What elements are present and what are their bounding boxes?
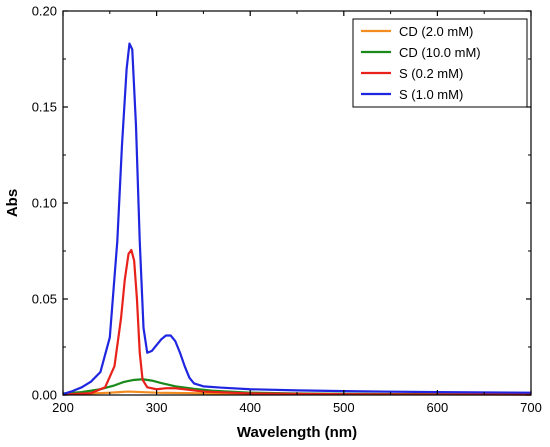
series-line-4: [62, 42, 532, 396]
legend-box: [352, 18, 528, 108]
x-tick-label: 500: [333, 400, 355, 415]
legend-label: S (1.0 mM): [399, 87, 463, 102]
y-tick-label: 0.10: [32, 196, 57, 211]
series-line-3: [62, 248, 532, 396]
y-tick-label: 0.15: [32, 100, 57, 115]
legend-label: CD (2.0 mM): [399, 24, 473, 39]
legend-label: CD (10.0 mM): [399, 45, 481, 60]
legend: CD (2.0 mM) CD (10.0 mM) S (0.2 mM) S (1.0 …: [352, 18, 528, 108]
x-tick-label: 200: [52, 400, 74, 415]
series-layer: [62, 42, 532, 396]
y-tick-label: 0.20: [32, 4, 57, 19]
legend-label: S (0.2 mM): [399, 66, 463, 81]
x-tick-label: 300: [146, 400, 168, 415]
x-tick-label: 600: [427, 400, 449, 415]
y-tick-label: 0.05: [32, 292, 57, 307]
y-axis-title: Abs: [4, 189, 21, 217]
x-axis-title: Wavelength (nm): [237, 424, 357, 441]
axes-layer: 200 300 400 500 600 700 0.00 0.05 0.10 0.15 0.20: [32, 4, 542, 416]
x-tick-label: 700: [520, 400, 542, 415]
x-tick-label: 400: [239, 400, 261, 415]
y-tick-label: 0.00: [32, 388, 57, 403]
